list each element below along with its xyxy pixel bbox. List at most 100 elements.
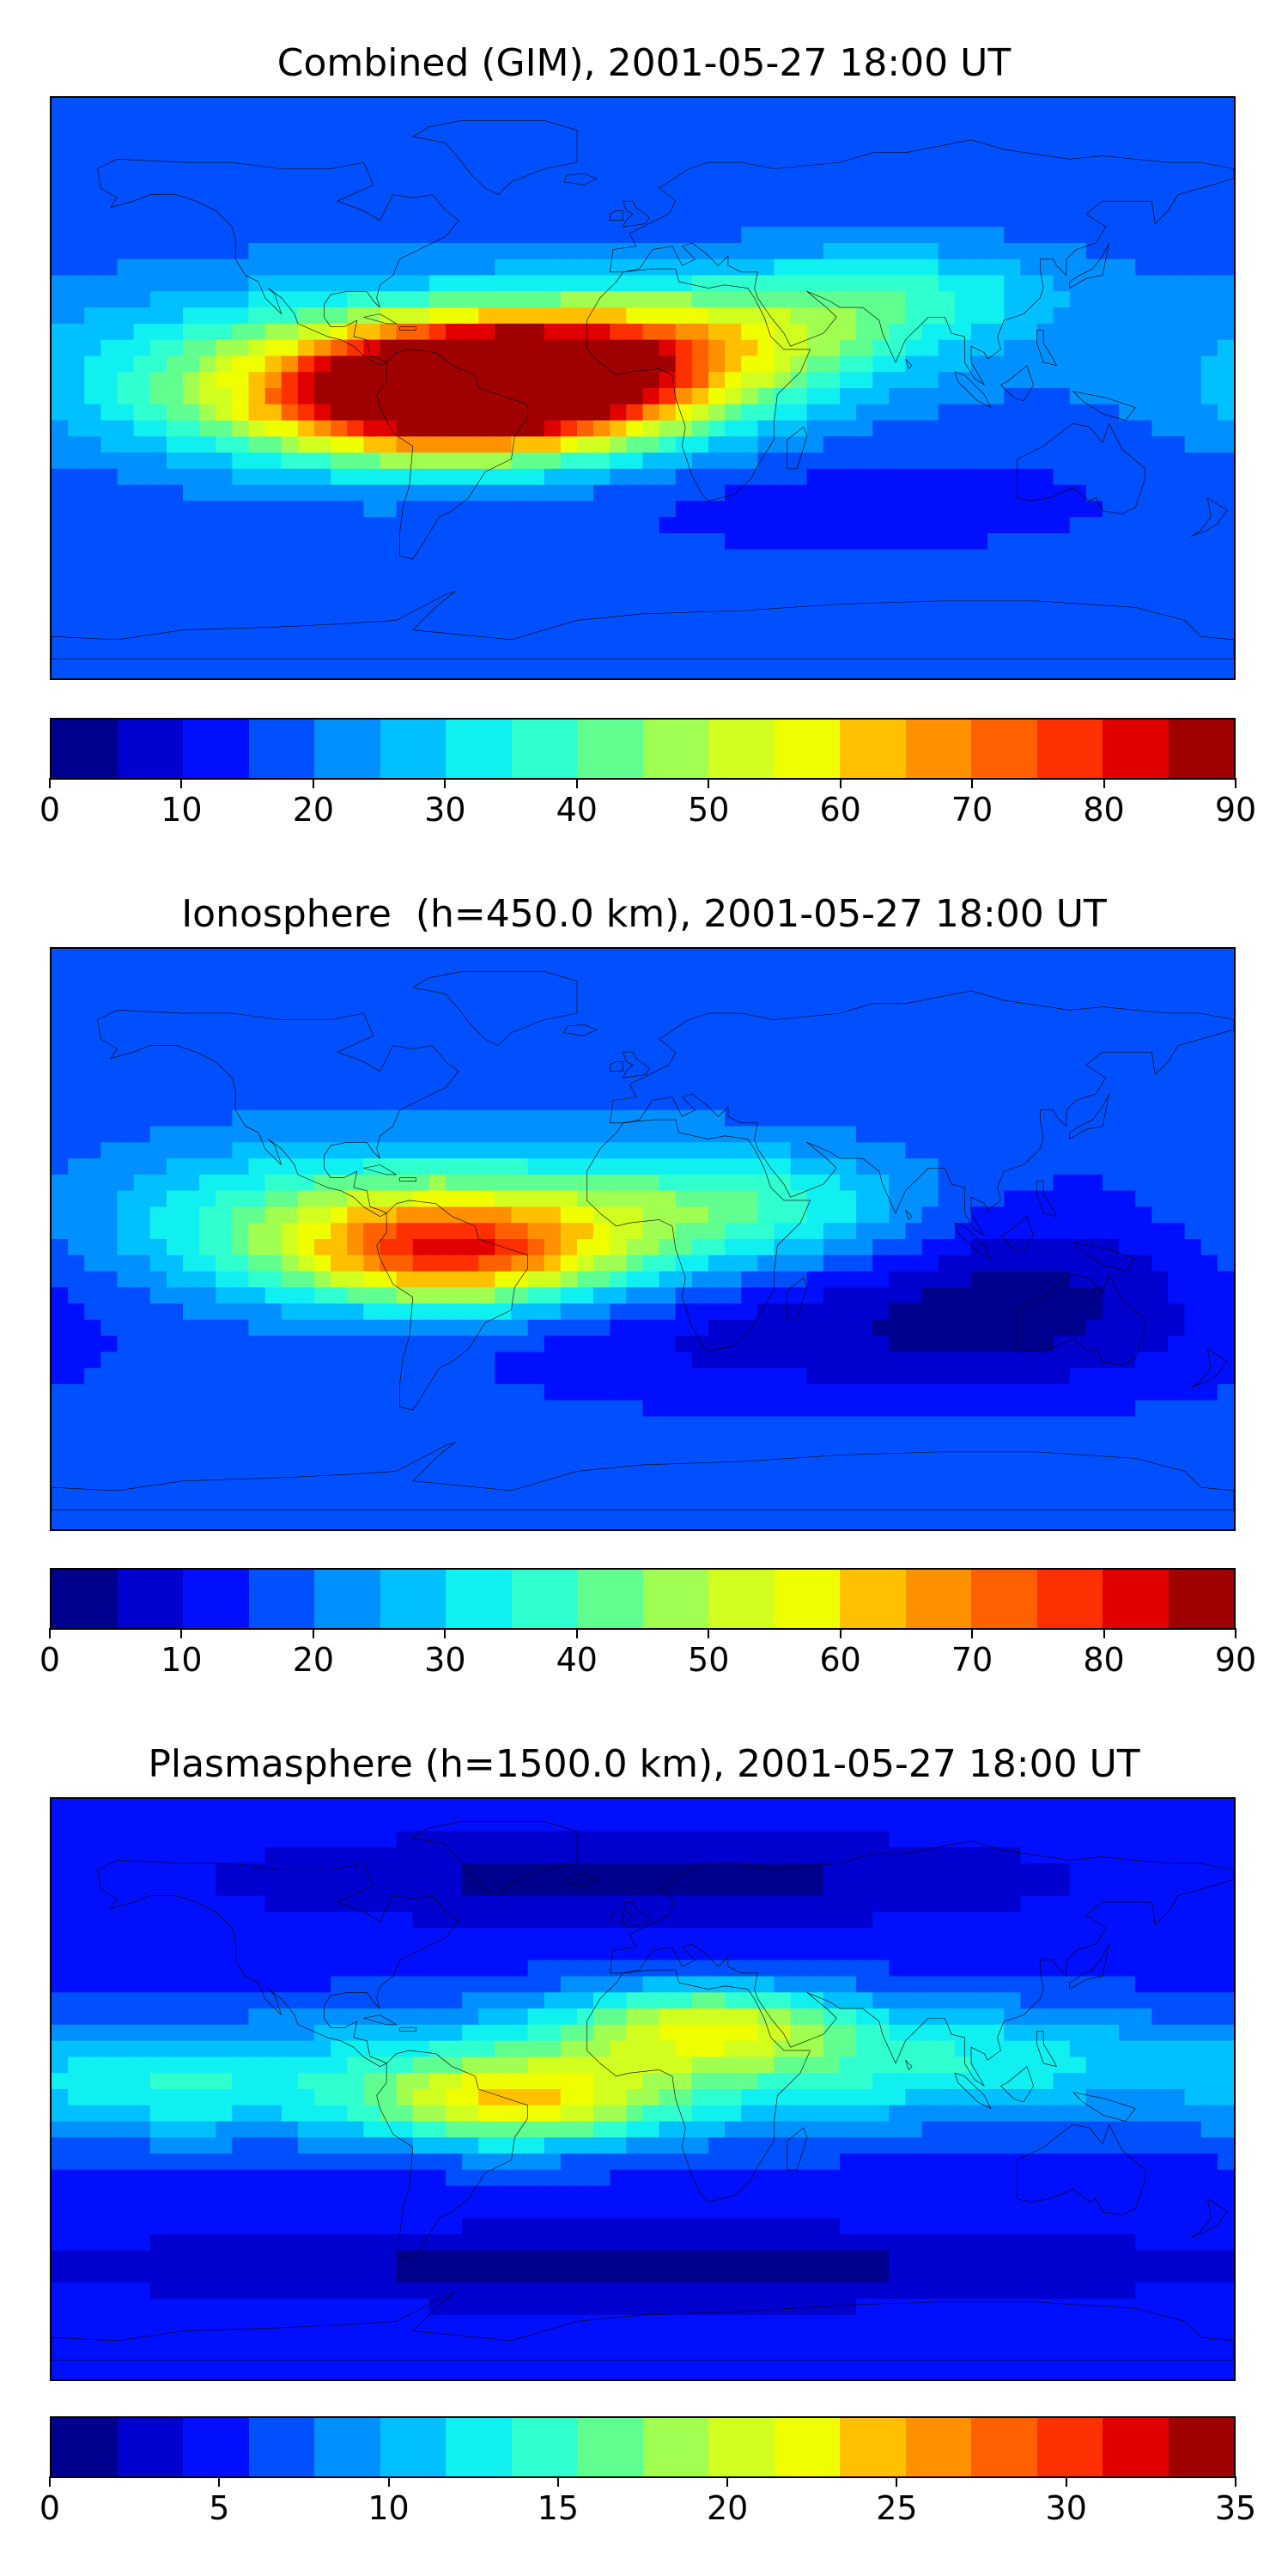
field-cell xyxy=(149,1223,168,1241)
field-cell xyxy=(626,1335,644,1353)
field-cell xyxy=(889,130,907,148)
field-cell xyxy=(84,323,102,341)
field-cell xyxy=(527,1384,545,1401)
field-cell xyxy=(790,146,808,164)
field-cell xyxy=(544,468,562,486)
field-cell xyxy=(626,1384,644,1401)
colorbar-segment xyxy=(577,720,643,778)
field-cell xyxy=(1217,113,1234,131)
field-cell xyxy=(823,210,841,228)
field-cell xyxy=(741,243,759,260)
field-cell xyxy=(757,662,775,678)
field-cell xyxy=(331,1368,349,1386)
field-cell xyxy=(1135,372,1153,390)
field-cell xyxy=(774,1432,792,1450)
field-cell xyxy=(84,162,102,180)
field-cell xyxy=(1085,517,1104,535)
field-cell xyxy=(331,484,349,502)
field-cell xyxy=(1053,1142,1071,1160)
field-cell xyxy=(495,613,513,631)
field-cell xyxy=(478,227,496,245)
field-cell xyxy=(806,113,825,131)
field-cell xyxy=(380,1384,398,1401)
field-cell xyxy=(790,1384,808,1401)
field-cell xyxy=(462,1384,480,1401)
field-cell xyxy=(297,404,316,422)
field-cell xyxy=(396,339,414,357)
field-cell xyxy=(971,453,989,471)
field-cell xyxy=(396,1061,414,1079)
field-cell xyxy=(264,372,283,390)
field-cell xyxy=(938,307,957,325)
field-cell xyxy=(117,964,135,982)
field-cell xyxy=(68,323,86,341)
field-cell xyxy=(1168,323,1186,341)
field-cell xyxy=(264,210,283,228)
field-cell xyxy=(593,210,611,228)
field-cell xyxy=(216,420,234,438)
field-cell xyxy=(642,275,660,293)
field-cell xyxy=(264,468,283,486)
field-cell xyxy=(149,1352,168,1370)
field-cell xyxy=(1053,98,1071,115)
field-cell xyxy=(412,1223,431,1241)
field-cell xyxy=(921,565,939,583)
field-cell xyxy=(1168,372,1186,390)
field-cell xyxy=(166,1368,185,1386)
field-cell xyxy=(741,1239,759,1256)
field-cell xyxy=(527,1449,545,1467)
field-cell xyxy=(363,1190,381,1208)
field-cell xyxy=(1119,291,1137,309)
field-cell xyxy=(396,130,414,148)
field-cell xyxy=(691,1352,710,1370)
field-cell xyxy=(708,629,726,647)
field-cell xyxy=(412,307,431,325)
field-cell xyxy=(905,227,923,245)
field-cell xyxy=(396,501,414,519)
field-cell xyxy=(889,162,907,180)
field-cell xyxy=(905,468,923,486)
field-cell xyxy=(544,533,562,550)
field-cell xyxy=(1036,468,1054,486)
field-cell xyxy=(199,1029,217,1047)
field-cell xyxy=(446,662,464,678)
field-cell xyxy=(1200,997,1219,1015)
colorbar-tick-label: 30 xyxy=(424,791,466,829)
field-cell xyxy=(216,1449,234,1467)
field-cell xyxy=(412,1174,431,1192)
field-cell xyxy=(1135,581,1153,599)
field-cell xyxy=(380,964,398,982)
field-cell xyxy=(544,388,562,405)
field-cell xyxy=(1036,613,1054,631)
field-cell xyxy=(642,517,660,535)
field-cell xyxy=(757,453,775,471)
field-cell xyxy=(1020,146,1038,164)
field-cell xyxy=(1085,964,1104,982)
field-cell xyxy=(68,1142,86,1160)
field-cell xyxy=(987,1174,1005,1192)
field-cell xyxy=(905,1384,923,1401)
field-cell xyxy=(133,323,151,341)
field-cell xyxy=(954,468,973,486)
field-cell xyxy=(117,1464,135,1482)
field-cell xyxy=(1103,323,1121,341)
field-cell xyxy=(675,113,694,131)
field-cell xyxy=(921,1368,939,1386)
field-cell xyxy=(1020,339,1038,357)
field-cell xyxy=(1168,613,1186,631)
field-cell xyxy=(347,1223,365,1241)
field-cell xyxy=(412,1206,431,1224)
field-cell xyxy=(725,1078,743,1096)
field-cell xyxy=(331,1013,349,1031)
field-cell xyxy=(166,1142,185,1160)
field-cell xyxy=(117,436,135,454)
field-cell xyxy=(264,1142,283,1160)
field-cell xyxy=(1020,1400,1038,1418)
field-cell xyxy=(1069,1158,1088,1176)
field-cell xyxy=(1217,1061,1234,1079)
field-cell xyxy=(840,210,858,228)
field-cell xyxy=(823,949,841,966)
field-cell xyxy=(659,113,677,131)
field-cell xyxy=(642,484,660,502)
field-cell xyxy=(626,194,644,212)
